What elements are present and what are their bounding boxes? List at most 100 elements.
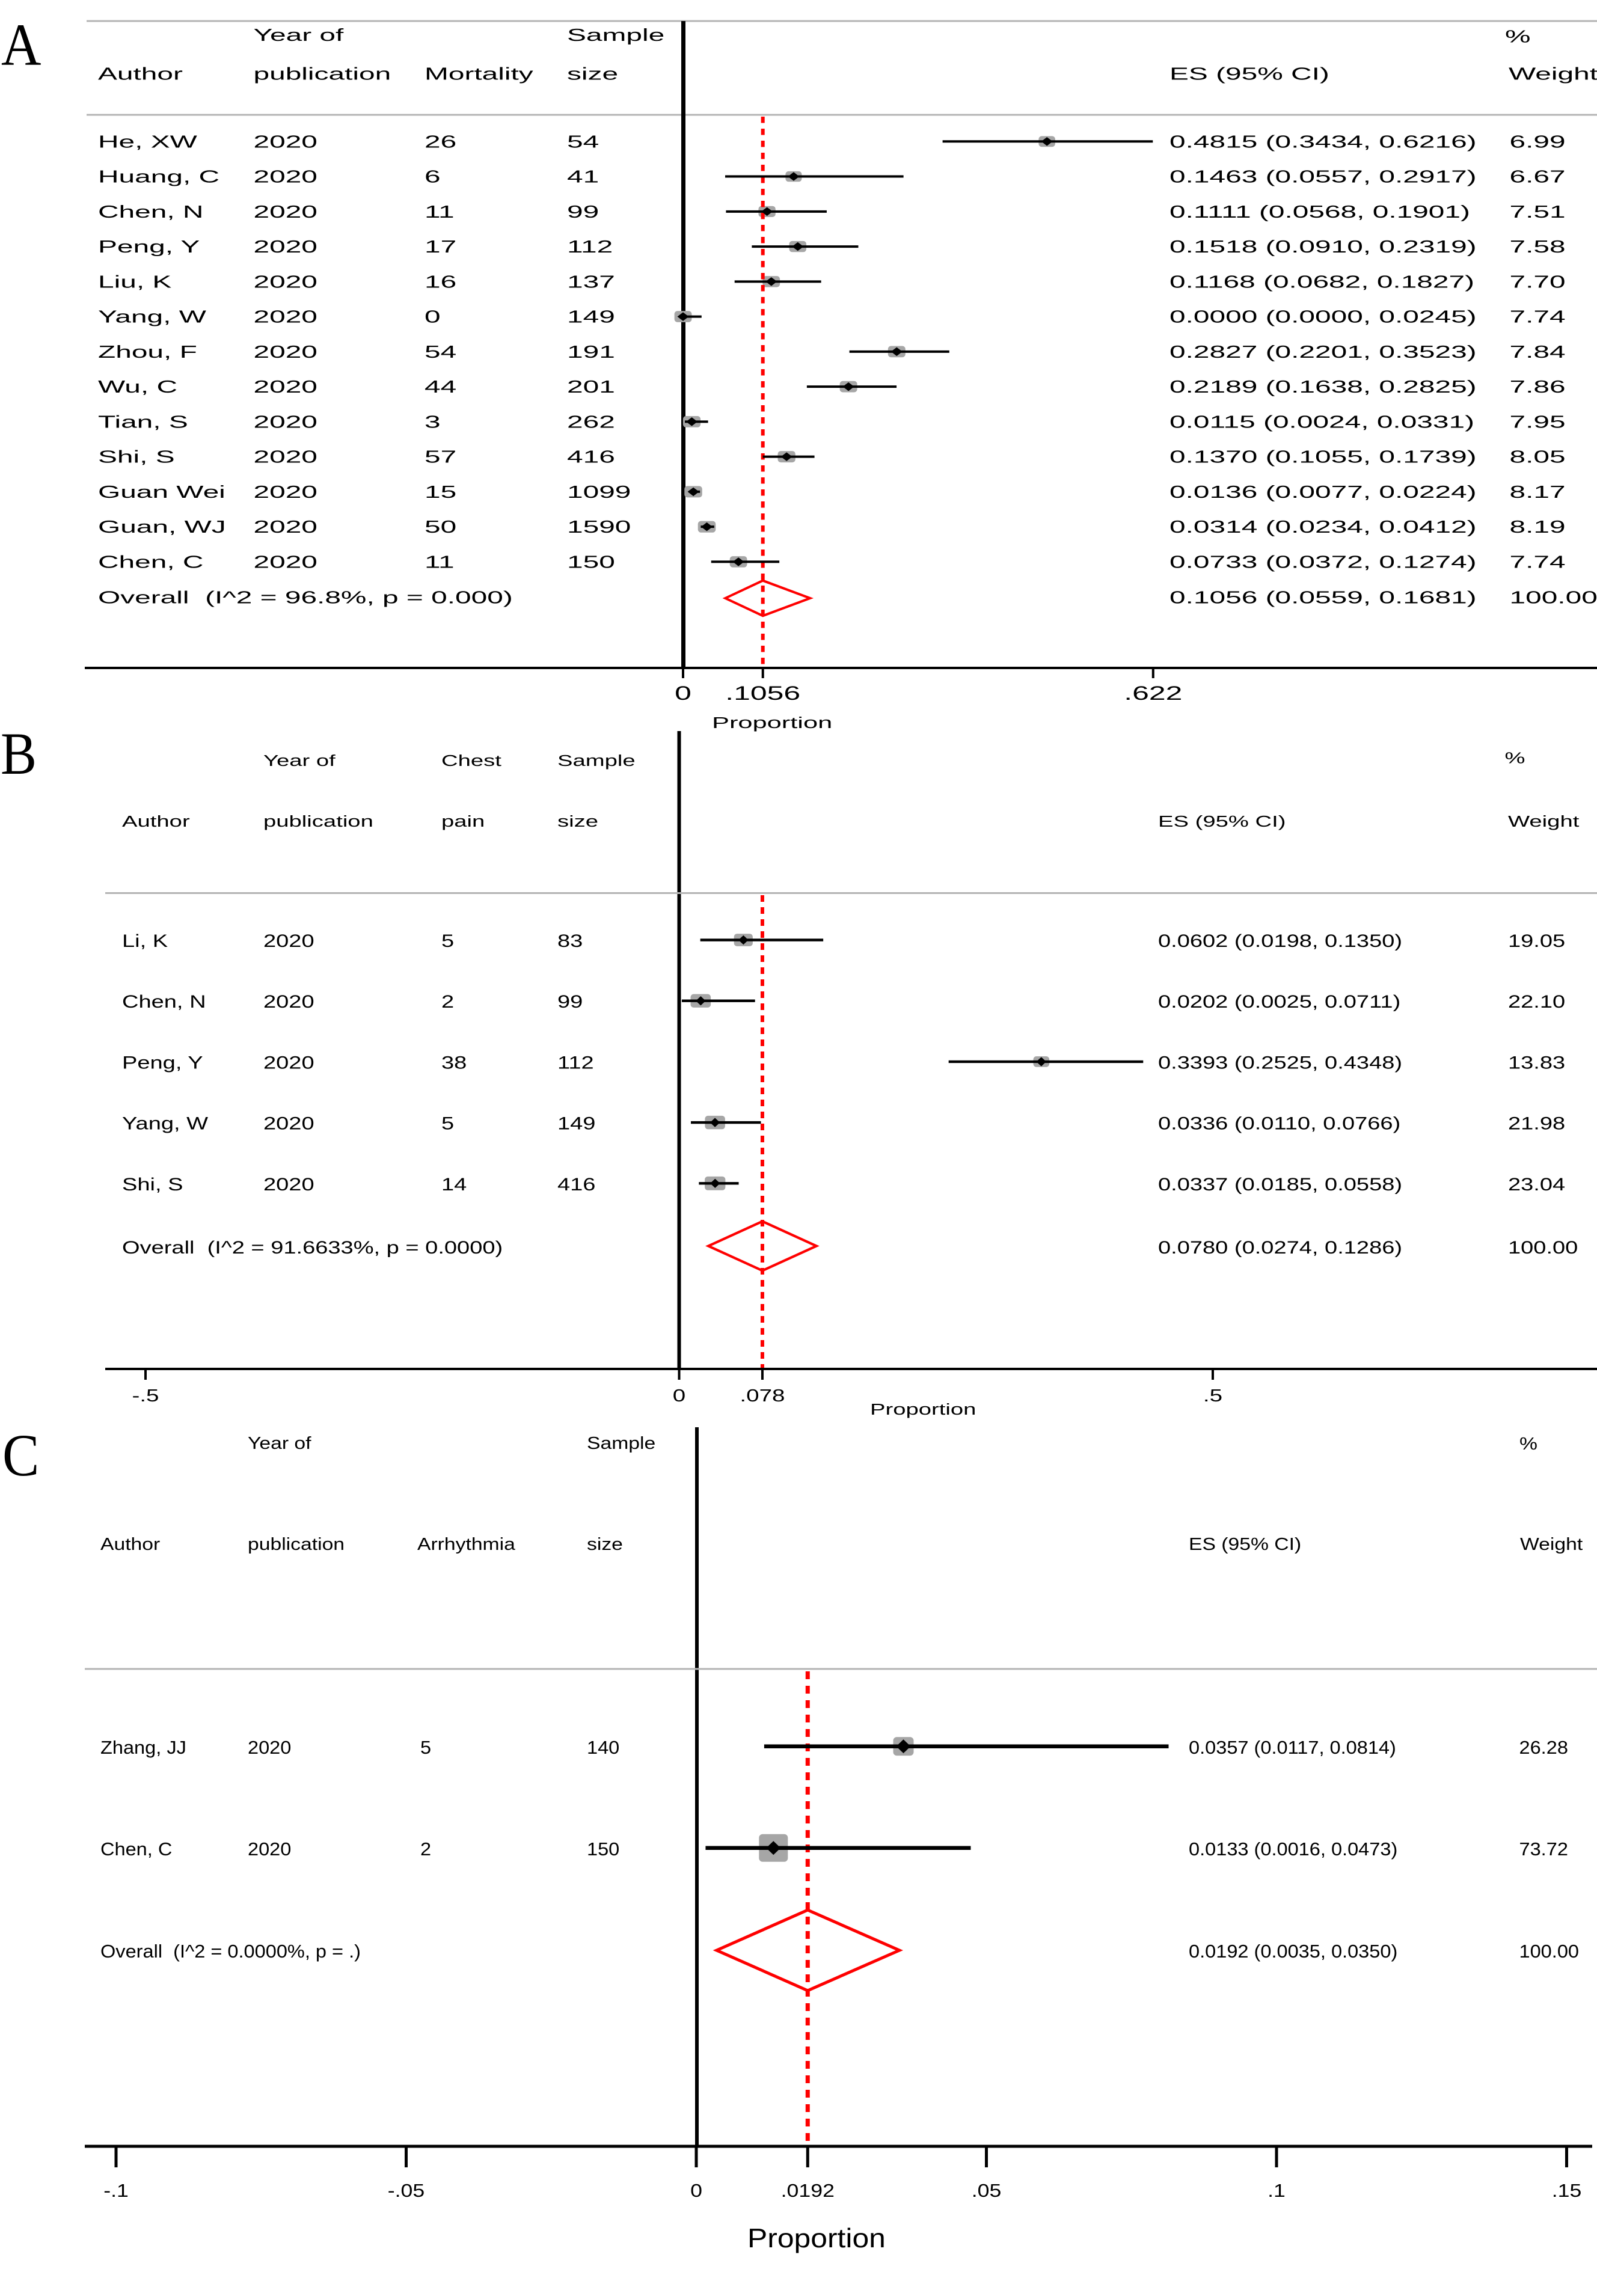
svg-text:112: 112: [567, 237, 613, 256]
svg-text:38: 38: [441, 1053, 467, 1073]
svg-text:21.98: 21.98: [1508, 1114, 1565, 1134]
svg-text:13.83: 13.83: [1508, 1053, 1565, 1073]
svg-text:Proportion: Proportion: [870, 1401, 976, 1418]
svg-text:100.00: 100.00: [1510, 588, 1597, 607]
svg-text:7.70: 7.70: [1510, 272, 1566, 292]
svg-text:2020: 2020: [254, 412, 317, 432]
svg-text:0: 0: [673, 1386, 685, 1406]
svg-text:size: size: [557, 813, 598, 830]
svg-text:5: 5: [441, 1114, 454, 1134]
svg-text:54: 54: [567, 132, 599, 152]
svg-text:1590: 1590: [567, 518, 631, 537]
svg-text:2020: 2020: [254, 272, 317, 292]
svg-text:57: 57: [425, 447, 456, 467]
svg-text:5: 5: [441, 931, 454, 951]
svg-text:8.19: 8.19: [1510, 518, 1566, 537]
svg-text:100.00: 100.00: [1519, 1941, 1580, 1962]
svg-text:Zhou, F: Zhou, F: [98, 342, 197, 361]
svg-text:Proportion: Proportion: [747, 2223, 886, 2253]
svg-text:publication: publication: [254, 64, 391, 84]
svg-text:0.1056 (0.0559, 0.1681): 0.1056 (0.0559, 0.1681): [1169, 588, 1477, 607]
svg-text:8.05: 8.05: [1510, 447, 1566, 467]
svg-text:0.0000 (0.0000, 0.0245): 0.0000 (0.0000, 0.0245): [1169, 307, 1477, 326]
svg-text:0.0336 (0.0110, 0.0766): 0.0336 (0.0110, 0.0766): [1158, 1114, 1400, 1134]
svg-text:.5: .5: [1203, 1386, 1222, 1406]
svg-text:Li, K: Li, K: [122, 931, 168, 951]
svg-text:416: 416: [567, 447, 615, 467]
svg-text:Chen, N: Chen, N: [122, 992, 206, 1012]
svg-text:19.05: 19.05: [1508, 931, 1565, 951]
svg-text:2020: 2020: [254, 167, 317, 186]
svg-text:23.04: 23.04: [1508, 1175, 1565, 1195]
svg-text:0.1463 (0.0557, 0.2917): 0.1463 (0.0557, 0.2917): [1169, 167, 1477, 186]
svg-text:publication: publication: [263, 813, 373, 830]
svg-text:.15: .15: [1552, 2181, 1582, 2201]
svg-text:pain: pain: [441, 813, 485, 830]
svg-text:2020: 2020: [263, 931, 314, 951]
svg-text:Sample: Sample: [557, 752, 636, 769]
svg-text:%: %: [1505, 27, 1531, 46]
svg-text:5: 5: [420, 1737, 431, 1758]
svg-text:7.74: 7.74: [1510, 553, 1566, 572]
svg-text:0.0115 (0.0024, 0.0331): 0.0115 (0.0024, 0.0331): [1169, 412, 1474, 432]
svg-text:ES (95% CI): ES (95% CI): [1158, 813, 1286, 830]
svg-text:191: 191: [567, 342, 615, 361]
svg-text:%: %: [1519, 1434, 1537, 1453]
svg-text:150: 150: [587, 1838, 619, 1860]
svg-text:16: 16: [425, 272, 456, 292]
svg-text:6: 6: [425, 167, 441, 186]
svg-text:Overall (I^2 = 91.6633%, p =: Overall (I^2 = 91.6633%, p = 0.0000): [122, 1238, 503, 1258]
svg-text:Tian, S: Tian, S: [98, 412, 188, 432]
svg-text:17: 17: [425, 237, 456, 256]
svg-text:Chen, N: Chen, N: [98, 202, 203, 221]
svg-text:0.1168 (0.0682, 0.1827): 0.1168 (0.0682, 0.1827): [1169, 272, 1474, 292]
svg-text:0: 0: [425, 307, 441, 326]
svg-text:2020: 2020: [254, 342, 317, 361]
svg-text:83: 83: [557, 931, 583, 951]
svg-text:Guan Wei: Guan Wei: [98, 482, 225, 501]
svg-text:0.1370 (0.1055, 0.1739): 0.1370 (0.1055, 0.1739): [1169, 447, 1477, 467]
svg-text:99: 99: [557, 992, 583, 1012]
svg-text:99: 99: [567, 202, 599, 221]
svg-text:201: 201: [567, 377, 615, 396]
svg-text:2: 2: [441, 992, 454, 1012]
svg-text:Mortality: Mortality: [425, 64, 533, 84]
svg-text:2020: 2020: [263, 992, 314, 1012]
svg-text:2020: 2020: [248, 1838, 291, 1860]
svg-text:2020: 2020: [254, 447, 317, 467]
svg-text:0.0314 (0.0234, 0.0412): 0.0314 (0.0234, 0.0412): [1169, 518, 1477, 537]
svg-text:.0192: .0192: [781, 2181, 835, 2201]
svg-text:0: 0: [675, 682, 691, 704]
svg-text:Peng, Y: Peng, Y: [98, 237, 200, 256]
svg-text:%: %: [1505, 750, 1525, 767]
svg-text:Chest: Chest: [441, 752, 501, 769]
svg-text:Chen, C: Chen, C: [98, 553, 203, 572]
svg-text:0: 0: [690, 2181, 702, 2201]
svg-text:-.5: -.5: [132, 1386, 159, 1406]
svg-text:Chen, C: Chen, C: [100, 1838, 172, 1860]
svg-text:Year of: Year of: [254, 25, 345, 44]
svg-text:14: 14: [441, 1175, 467, 1195]
svg-text:2020: 2020: [263, 1175, 314, 1195]
svg-text:2020: 2020: [254, 237, 317, 256]
svg-text:0.0733 (0.0372, 0.1274): 0.0733 (0.0372, 0.1274): [1169, 553, 1477, 572]
svg-text:2020: 2020: [248, 1737, 291, 1758]
svg-text:137: 137: [567, 272, 615, 292]
svg-text:50: 50: [425, 518, 456, 537]
svg-text:ES (95% CI): ES (95% CI): [1189, 1534, 1301, 1554]
svg-text:6.67: 6.67: [1510, 167, 1566, 186]
svg-text:Yang, W: Yang, W: [98, 307, 207, 326]
svg-text:-.05: -.05: [388, 2181, 425, 2201]
svg-text:Author: Author: [98, 64, 183, 84]
svg-text:Year of: Year of: [248, 1433, 311, 1453]
svg-text:Weight: Weight: [1520, 1534, 1583, 1554]
svg-text:Guan, WJ: Guan, WJ: [98, 518, 226, 537]
svg-text:Shi, S: Shi, S: [98, 447, 175, 467]
svg-text:Huang, C: Huang, C: [98, 167, 219, 186]
svg-text:149: 149: [557, 1114, 595, 1134]
svg-text:.622: .622: [1124, 682, 1182, 704]
svg-text:44: 44: [425, 377, 456, 396]
svg-text:2020: 2020: [263, 1053, 314, 1073]
svg-text:7.74: 7.74: [1510, 307, 1566, 326]
svg-text:0.0780 (0.0274, 0.1286): 0.0780 (0.0274, 0.1286): [1158, 1238, 1402, 1258]
